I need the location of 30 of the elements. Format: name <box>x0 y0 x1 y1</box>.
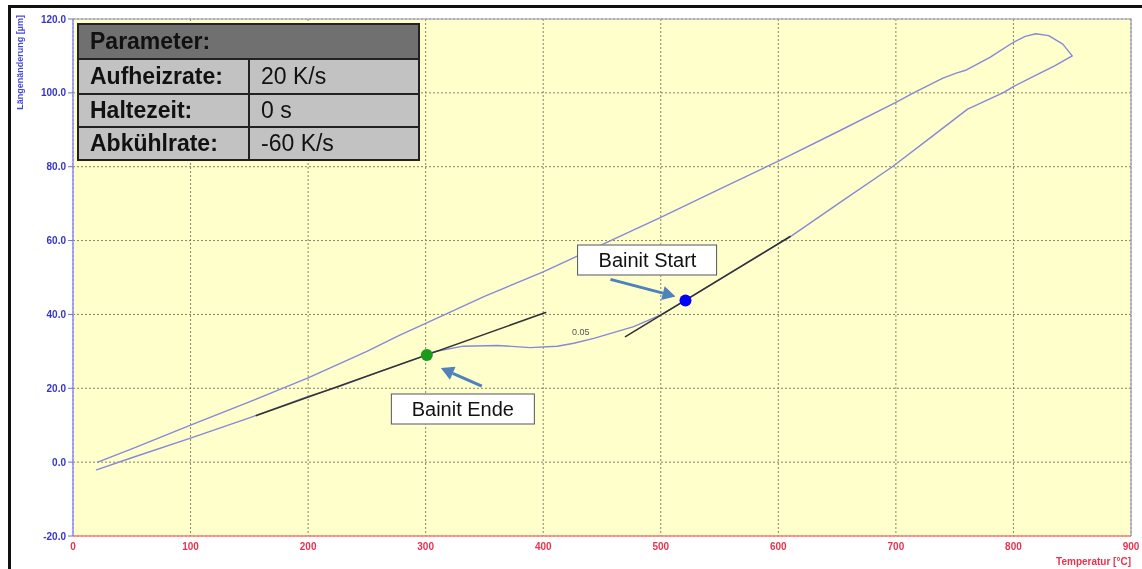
y-axis-title: Längenänderung [µm] <box>15 15 25 110</box>
y-tick-label: 120.0 <box>40 13 67 25</box>
annotation: Aufheizrate: <box>79 60 250 93</box>
x-tick-label: 900 <box>1122 541 1140 553</box>
x-axis-title: Temperatur [°C] <box>1056 556 1131 567</box>
annotation: 0.05 <box>572 326 590 337</box>
annotation: Abkühlrate: <box>79 128 250 159</box>
annotation: Parameter: <box>79 25 418 60</box>
y-tick-label: 80.0 <box>46 161 67 173</box>
x-tick-label: 600 <box>769 541 788 553</box>
annotation: 20 K/s <box>260 62 328 91</box>
x-tick-label: 100 <box>182 541 200 553</box>
annotation: Bainit Ende <box>390 393 535 425</box>
y-tick-label: 0.0 <box>52 456 67 468</box>
y-tick-label: 60.0 <box>46 235 67 247</box>
y-tick-label: 20.0 <box>46 382 67 394</box>
annotation: Haltezeit: <box>79 95 250 126</box>
x-tick-label: 400 <box>534 541 552 553</box>
annotation: Bainit Start <box>577 244 718 276</box>
x-tick-label: 200 <box>299 541 317 553</box>
x-tick-label: 500 <box>652 541 670 553</box>
y-tick-label: 40.0 <box>46 308 67 320</box>
x-tick-label: 300 <box>417 541 435 553</box>
annotation: -60 K/s <box>260 129 335 158</box>
y-tick-label: -20.0 <box>43 530 67 542</box>
x-tick-label: 800 <box>1005 541 1023 553</box>
x-tick-label: 0 <box>70 541 77 553</box>
y-tick-label: 100.0 <box>40 87 67 99</box>
x-tick-label: 700 <box>887 541 905 553</box>
annotation: 0 s <box>260 96 293 125</box>
